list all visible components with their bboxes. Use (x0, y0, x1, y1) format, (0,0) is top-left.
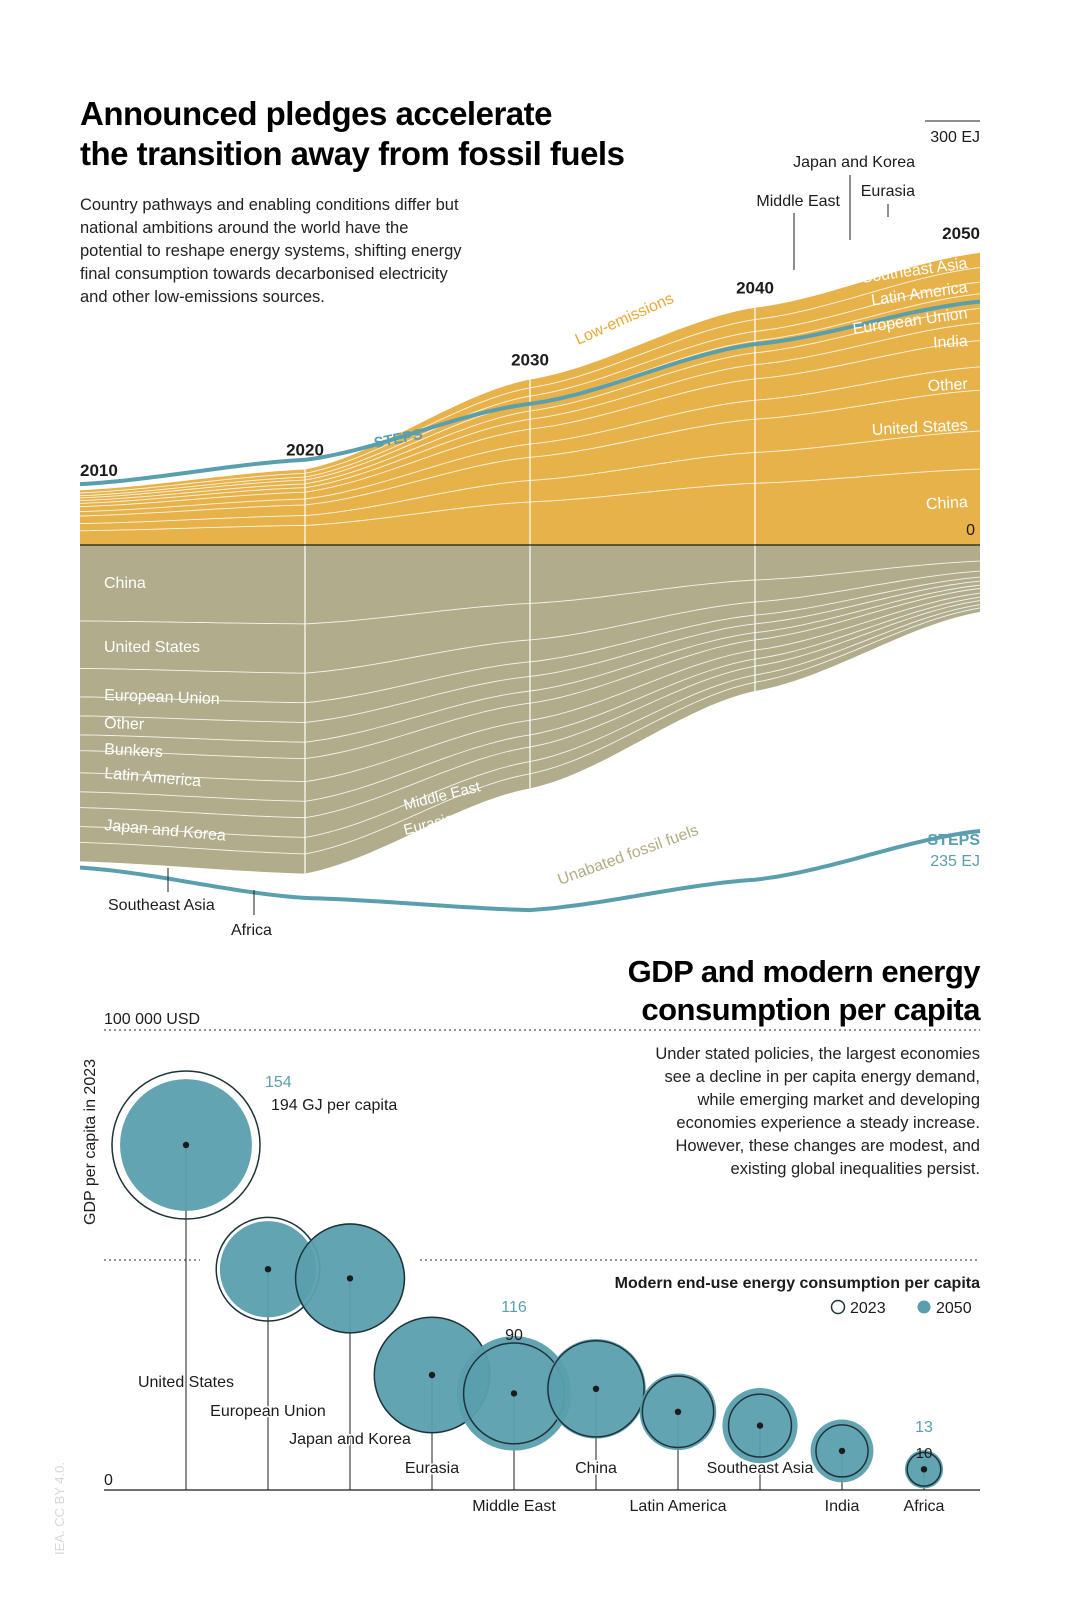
annotation-us-2050: 154 (265, 1074, 292, 1091)
steps-end-label: STEPS (928, 832, 981, 849)
annotation-me-2050: 116 (501, 1299, 527, 1316)
top-desc-line: and other low-emissions sources. (80, 288, 325, 306)
bubble-2023 (111, 1070, 261, 1220)
annotation-us-2023: 194 GJ per capita (271, 1097, 397, 1114)
legend-2023-label: 2023 (850, 1300, 886, 1317)
steps-end-value: 235 EJ (930, 853, 980, 870)
bubble-desc-line: existing global inequalities persist. (731, 1160, 980, 1178)
bubble-region-label: Southeast Asia (707, 1460, 814, 1477)
steps-fossil-line (79, 829, 981, 913)
low-region-label: China (926, 494, 969, 513)
bubble-united-states: United States (111, 1070, 261, 1490)
legend-2023-marker (830, 1299, 846, 1315)
bubble-description: Under stated policies, the largest econo… (655, 1045, 980, 1178)
bubble-2023 (547, 1339, 645, 1438)
bubble-center (756, 1422, 764, 1429)
bubble-africa: Africa (902, 1450, 946, 1517)
bubble-region-label: Latin America (630, 1498, 727, 1515)
legend-title: Modern end-use energy consumption per ca… (615, 1275, 980, 1292)
annotation-af-2050: 13 (915, 1419, 933, 1436)
annotation-me-2023: 90 (505, 1327, 523, 1344)
bubble-center (592, 1385, 600, 1393)
bubble-region-label: United States (138, 1374, 234, 1391)
year-label-2020: 2020 (286, 441, 324, 460)
low-region-label: Africa (926, 233, 969, 256)
bubble-2023 (727, 1393, 793, 1458)
y-tick-zero: 0 (104, 1472, 113, 1489)
bubble-middle-east: Middle East (456, 1336, 572, 1517)
bubble-chart: GDP per capita in 2023 100 000 USD 0 Modern… (82, 1011, 980, 1517)
top-title-line1: Announced pledges accelerate (80, 95, 552, 132)
low-label-middle-east: Middle East (756, 193, 840, 210)
year-label-2040: 2040 (736, 279, 774, 298)
scale-label: 300 EJ (930, 129, 980, 146)
bubble-2023 (294, 1223, 406, 1334)
fossil-label-africa: Africa (231, 922, 272, 939)
bubble-region-label: Middle East (472, 1498, 556, 1515)
bubble-region-label: Eurasia (405, 1460, 459, 1477)
bubble-india: India (810, 1419, 874, 1517)
bubble-southeast-asia: Southeast Asia (705, 1388, 815, 1490)
year-label-2050: 2050 (942, 224, 980, 243)
bubble-center (182, 1141, 190, 1149)
bubble-region-label: China (575, 1460, 617, 1477)
fossil-region-label: China (104, 575, 146, 592)
bubble-center (346, 1275, 354, 1282)
top-desc-line: Country pathways and enabling conditions… (80, 196, 459, 214)
low-region-label: Other (927, 376, 969, 395)
top-desc-line: potential to reshape energy systems, shi… (80, 242, 462, 260)
zero-label: 0 (966, 522, 975, 539)
fossil-region-label: United States (104, 639, 200, 656)
bubble-title-line2: consumption per capita (641, 992, 981, 1027)
legend-2050-marker (917, 1300, 931, 1314)
fossil-region-label: Other (104, 715, 145, 733)
fossil-region-label: Bunkers (104, 741, 164, 761)
bubble-latin-america: Latin America (628, 1373, 728, 1517)
bubble-china: China (546, 1338, 646, 1490)
steps-low-line (79, 299, 981, 487)
bubble-region-label: Africa (904, 1498, 945, 1515)
bubble-desc-line: However, these changes are modest, and (675, 1137, 980, 1155)
year-label-2010: 2010 (80, 461, 118, 480)
bubble-2023 (641, 1375, 715, 1449)
bubble-desc-line: see a decline in per capita energy deman… (664, 1068, 980, 1086)
year-label-2030: 2030 (511, 350, 549, 369)
bubble-2023 (815, 1424, 869, 1478)
low-label-eurasia: Eurasia (861, 183, 915, 200)
bubble-center (510, 1390, 518, 1397)
y-tick-top: 100 000 USD (104, 1011, 200, 1028)
top-description: Country pathways and enabling conditions… (80, 196, 462, 306)
bubble-desc-line: economies experience a steady increase. (676, 1114, 980, 1132)
top-desc-line: national ambitions around the world have… (80, 219, 408, 237)
legend-2050-label: 2050 (936, 1300, 972, 1317)
bubble-european-union: European Union (209, 1216, 327, 1490)
unabated-label: Unabated fossil fuels (556, 822, 701, 889)
bubble-title-line1: GDP and modern energy (628, 954, 982, 989)
bubble-region-label: Japan and Korea (289, 1431, 411, 1448)
top-title-line2: the transition away from fossil fuels (80, 135, 624, 172)
annotation-af-2023: 10 (916, 1445, 933, 1462)
low-region-label: India (933, 333, 969, 352)
bubble-desc-line: Under stated policies, the largest econo… (655, 1045, 980, 1063)
fossil-region-label: India (402, 854, 438, 879)
bubble-japan-and-korea: Japan and Korea (288, 1223, 413, 1490)
bubble-2023 (906, 1451, 942, 1487)
fossil-label-southeast-asia: Southeast Asia (108, 897, 215, 914)
bubble-center (920, 1466, 928, 1473)
top-desc-line: final consumption towards decarbonised e… (80, 265, 449, 283)
bubble-center (264, 1266, 272, 1273)
bubble-center (838, 1447, 846, 1455)
low-region-label: United States (871, 417, 968, 439)
bubble-center (674, 1408, 682, 1416)
bubble-desc-line: while emerging market and developing (697, 1091, 981, 1109)
bubble-region-label: India (825, 1498, 860, 1515)
fossil-region-label: European Union (104, 687, 220, 708)
bubble-region-label: European Union (210, 1403, 326, 1420)
bubble-center (428, 1371, 436, 1379)
footer-credit: IEA. CC BY 4.0. (52, 1462, 67, 1555)
y-axis-label: GDP per capita in 2023 (82, 1059, 99, 1225)
low-label-japan-korea: Japan and Korea (793, 154, 915, 171)
